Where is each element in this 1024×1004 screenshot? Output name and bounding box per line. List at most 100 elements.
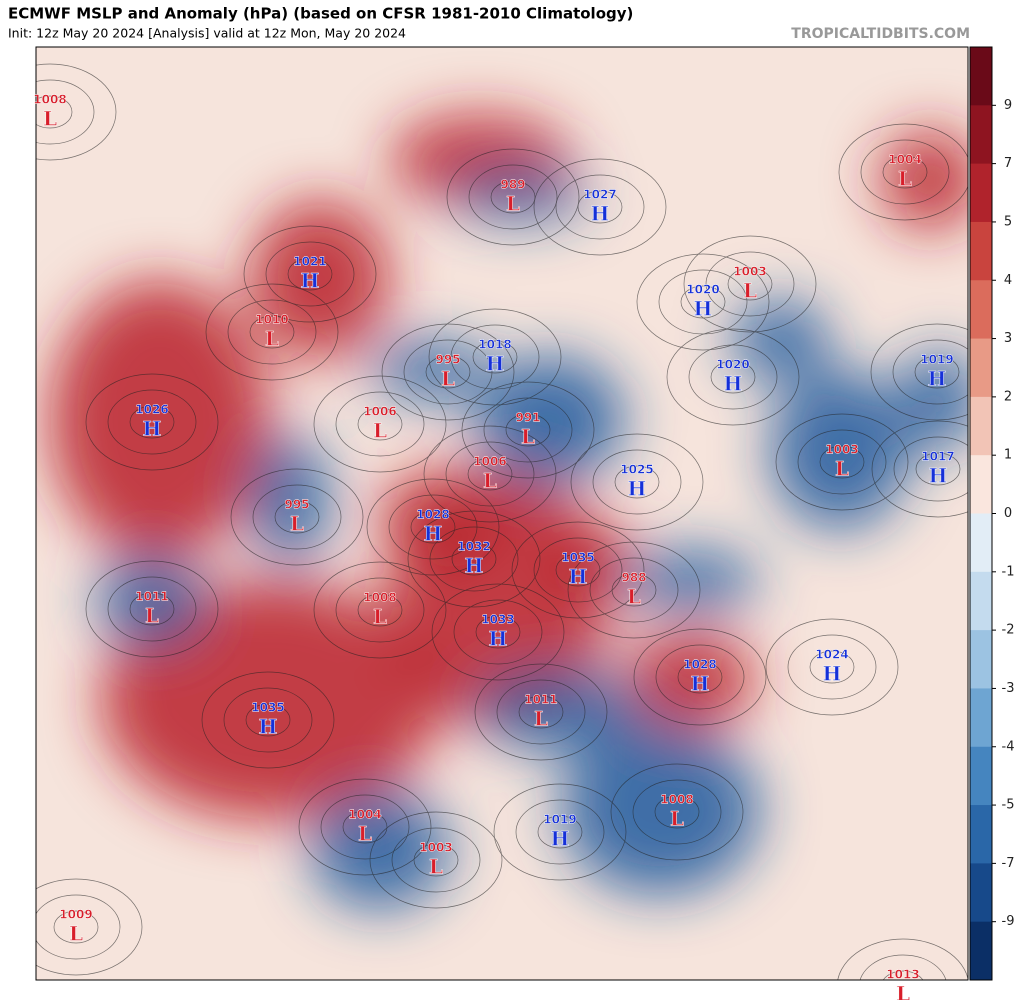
anomaly-blob bbox=[730, 300, 830, 380]
center-kind: H bbox=[551, 827, 570, 851]
isobar bbox=[366, 478, 500, 576]
isobar bbox=[892, 339, 968, 405]
center-value: 988 bbox=[621, 571, 646, 585]
anomaly-blob bbox=[770, 370, 910, 530]
center-kind: L bbox=[145, 604, 159, 628]
isobar bbox=[450, 324, 540, 390]
colorbar-tick-label: 9 bbox=[1004, 98, 1012, 113]
isobar bbox=[410, 510, 456, 544]
center-kind: L bbox=[373, 419, 387, 443]
colorbar-tick-label: 3 bbox=[1004, 331, 1012, 346]
isobar bbox=[36, 95, 73, 129]
center-value: 991 bbox=[515, 411, 540, 425]
center-kind: H bbox=[424, 522, 443, 546]
isobar bbox=[36, 63, 117, 161]
isobar bbox=[453, 599, 543, 665]
colorbar-tick-label: -4 bbox=[1002, 739, 1015, 754]
isobar bbox=[555, 174, 645, 240]
center-value: 1024 bbox=[815, 648, 848, 662]
isobar bbox=[493, 783, 627, 881]
isobar bbox=[287, 257, 333, 291]
colorbar-band bbox=[970, 280, 992, 340]
isobar bbox=[870, 323, 968, 421]
isobar bbox=[860, 139, 950, 205]
center-value: 1008 bbox=[33, 93, 66, 107]
center-value: 995 bbox=[284, 498, 309, 512]
center-value: 1020 bbox=[716, 358, 749, 372]
isobar bbox=[265, 241, 355, 307]
anomaly-blob bbox=[100, 580, 440, 820]
center-kind: H bbox=[823, 662, 842, 686]
isobar bbox=[320, 794, 410, 860]
isobar bbox=[274, 500, 320, 534]
center-value: 1006 bbox=[363, 405, 396, 419]
isobars bbox=[36, 63, 968, 980]
colorbar-band bbox=[970, 163, 992, 223]
colorbar-tick-label: 7 bbox=[1004, 156, 1012, 171]
center-value: 1008 bbox=[363, 591, 396, 605]
center-kind: H bbox=[724, 372, 743, 396]
isobar bbox=[632, 779, 722, 845]
isobar bbox=[819, 445, 865, 479]
colorbar-tick-label: -1 bbox=[1002, 564, 1015, 579]
colorbar-band bbox=[970, 746, 992, 806]
isobar bbox=[570, 433, 704, 531]
isobar bbox=[249, 315, 295, 349]
isobar bbox=[223, 687, 313, 753]
anomaly-blob bbox=[625, 630, 755, 730]
center-value: 1035 bbox=[561, 551, 594, 565]
center-kind: L bbox=[429, 855, 443, 879]
isobar bbox=[592, 449, 682, 515]
isobar bbox=[369, 811, 503, 909]
isobar bbox=[129, 405, 175, 439]
center-kind: H bbox=[143, 417, 162, 441]
colorbar-band bbox=[970, 455, 992, 514]
isobar bbox=[313, 375, 447, 473]
center-value: 1035 bbox=[251, 701, 284, 715]
center-kind: H bbox=[628, 477, 647, 501]
center-value: 989 bbox=[500, 178, 525, 192]
center-kind: H bbox=[591, 202, 610, 226]
center-value: 1027 bbox=[583, 188, 616, 202]
isobar bbox=[342, 810, 388, 844]
center-value: 1032 bbox=[457, 540, 490, 554]
colorbar-tick-label: 1 bbox=[1004, 448, 1012, 463]
isobar bbox=[611, 573, 657, 607]
isobar bbox=[201, 671, 335, 769]
center-kind: H bbox=[929, 464, 948, 488]
isobar bbox=[838, 123, 968, 221]
isobar bbox=[335, 577, 425, 643]
isobar bbox=[475, 615, 521, 649]
center-kind: L bbox=[521, 425, 535, 449]
anomaly-blob bbox=[380, 470, 500, 570]
isobar bbox=[787, 634, 877, 700]
isobar bbox=[252, 484, 342, 550]
anomaly-blob bbox=[900, 350, 968, 450]
isobar bbox=[577, 190, 623, 224]
colorbar-band bbox=[970, 338, 992, 398]
isobar bbox=[655, 644, 745, 710]
center-value: 1026 bbox=[135, 403, 168, 417]
colorbar-tick-label: -3 bbox=[1002, 681, 1015, 696]
map bbox=[36, 47, 968, 980]
isobar bbox=[871, 420, 968, 518]
isobar bbox=[36, 878, 143, 976]
colorbar-band bbox=[970, 105, 992, 165]
isobar bbox=[85, 373, 219, 471]
center-value: 1025 bbox=[620, 463, 653, 477]
isobar bbox=[467, 457, 513, 491]
center-kind: L bbox=[265, 327, 279, 351]
isobar bbox=[53, 910, 99, 944]
colorbar-band bbox=[970, 513, 992, 573]
